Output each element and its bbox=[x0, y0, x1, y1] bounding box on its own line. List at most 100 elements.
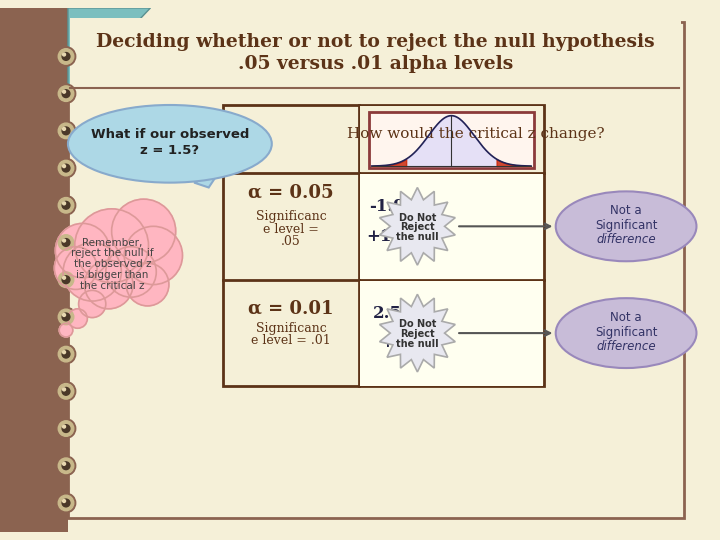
Text: e level = .01: e level = .01 bbox=[251, 334, 331, 347]
FancyBboxPatch shape bbox=[223, 105, 544, 387]
Circle shape bbox=[62, 52, 70, 60]
Circle shape bbox=[63, 202, 66, 205]
Circle shape bbox=[63, 53, 66, 56]
FancyBboxPatch shape bbox=[369, 112, 534, 168]
Circle shape bbox=[56, 195, 76, 215]
Polygon shape bbox=[379, 187, 455, 265]
FancyBboxPatch shape bbox=[360, 174, 543, 279]
Text: e level =: e level = bbox=[264, 222, 319, 236]
Text: is bigger than: is bigger than bbox=[76, 270, 149, 280]
Text: the critical z: the critical z bbox=[81, 281, 145, 291]
Circle shape bbox=[56, 47, 76, 66]
Circle shape bbox=[63, 165, 66, 167]
Text: Not a: Not a bbox=[611, 204, 642, 217]
Text: -1.96: -1.96 bbox=[369, 198, 417, 215]
Circle shape bbox=[62, 388, 70, 395]
Circle shape bbox=[55, 224, 109, 278]
Circle shape bbox=[126, 263, 169, 306]
Circle shape bbox=[84, 260, 133, 309]
Circle shape bbox=[56, 382, 76, 401]
FancyBboxPatch shape bbox=[0, 8, 68, 532]
Polygon shape bbox=[68, 8, 150, 95]
Text: α = 0.01: α = 0.01 bbox=[248, 300, 334, 318]
Circle shape bbox=[62, 164, 70, 172]
Text: Not a: Not a bbox=[611, 311, 642, 324]
Circle shape bbox=[56, 84, 76, 103]
Circle shape bbox=[56, 419, 76, 438]
Circle shape bbox=[58, 346, 73, 362]
Circle shape bbox=[58, 160, 73, 176]
Circle shape bbox=[56, 270, 76, 289]
Polygon shape bbox=[194, 173, 218, 187]
FancyBboxPatch shape bbox=[68, 23, 684, 517]
Circle shape bbox=[63, 425, 66, 428]
Circle shape bbox=[56, 233, 76, 252]
Text: +2: +2 bbox=[380, 334, 406, 352]
Text: +1.96: +1.96 bbox=[366, 227, 420, 245]
Text: α = 0.05: α = 0.05 bbox=[248, 184, 334, 201]
Circle shape bbox=[62, 499, 70, 507]
Text: Significant: Significant bbox=[595, 219, 657, 232]
Text: Do Not: Do Not bbox=[399, 319, 436, 329]
Circle shape bbox=[63, 276, 66, 279]
Circle shape bbox=[58, 495, 73, 511]
Circle shape bbox=[56, 307, 76, 327]
Circle shape bbox=[63, 500, 66, 503]
Text: the null: the null bbox=[396, 339, 438, 349]
Text: the observed z: the observed z bbox=[74, 259, 151, 269]
FancyBboxPatch shape bbox=[360, 281, 543, 386]
Circle shape bbox=[63, 388, 66, 391]
Text: 2.58: 2.58 bbox=[373, 305, 413, 322]
Circle shape bbox=[78, 291, 106, 318]
Circle shape bbox=[62, 201, 70, 209]
Text: Significanc: Significanc bbox=[256, 322, 327, 335]
Text: .05: .05 bbox=[282, 235, 301, 248]
Ellipse shape bbox=[556, 298, 696, 368]
Ellipse shape bbox=[68, 105, 271, 183]
Circle shape bbox=[63, 90, 66, 93]
Circle shape bbox=[63, 462, 66, 465]
Circle shape bbox=[58, 272, 73, 287]
Circle shape bbox=[56, 121, 76, 140]
Text: or: or bbox=[386, 321, 401, 335]
Circle shape bbox=[62, 313, 70, 321]
Circle shape bbox=[58, 123, 73, 139]
Text: or: or bbox=[386, 214, 401, 228]
FancyBboxPatch shape bbox=[70, 18, 681, 90]
Text: Deciding whether or not to reject the null hypothesis: Deciding whether or not to reject the nu… bbox=[96, 33, 655, 51]
FancyBboxPatch shape bbox=[360, 106, 543, 172]
Text: reject the null if: reject the null if bbox=[71, 248, 154, 259]
Circle shape bbox=[58, 86, 73, 102]
Text: z = 1.5?: z = 1.5? bbox=[140, 144, 199, 157]
Text: difference: difference bbox=[596, 340, 656, 353]
Text: Reject: Reject bbox=[400, 222, 435, 232]
Text: What if our observed: What if our observed bbox=[91, 127, 249, 140]
Text: Significanc: Significanc bbox=[256, 210, 327, 223]
Circle shape bbox=[62, 350, 70, 358]
Circle shape bbox=[68, 309, 87, 328]
Circle shape bbox=[58, 421, 73, 436]
Circle shape bbox=[63, 127, 66, 130]
Circle shape bbox=[63, 243, 122, 301]
Circle shape bbox=[56, 493, 76, 512]
Text: Do Not: Do Not bbox=[399, 213, 436, 222]
Circle shape bbox=[62, 424, 70, 433]
Circle shape bbox=[62, 239, 70, 246]
Text: Remember,: Remember, bbox=[82, 238, 143, 248]
Circle shape bbox=[63, 314, 66, 316]
Circle shape bbox=[75, 209, 148, 282]
Polygon shape bbox=[379, 294, 455, 372]
Circle shape bbox=[58, 383, 73, 399]
Circle shape bbox=[112, 199, 176, 263]
Circle shape bbox=[62, 90, 70, 98]
Circle shape bbox=[63, 350, 66, 354]
Circle shape bbox=[56, 456, 76, 475]
Circle shape bbox=[106, 247, 156, 297]
Circle shape bbox=[63, 239, 66, 242]
Text: difference: difference bbox=[596, 233, 656, 246]
Text: How would the critical z change?: How would the critical z change? bbox=[347, 127, 605, 141]
Circle shape bbox=[125, 226, 182, 285]
Text: .05 versus .01 alpha levels: .05 versus .01 alpha levels bbox=[238, 55, 513, 73]
Circle shape bbox=[58, 309, 73, 325]
Circle shape bbox=[62, 127, 70, 135]
